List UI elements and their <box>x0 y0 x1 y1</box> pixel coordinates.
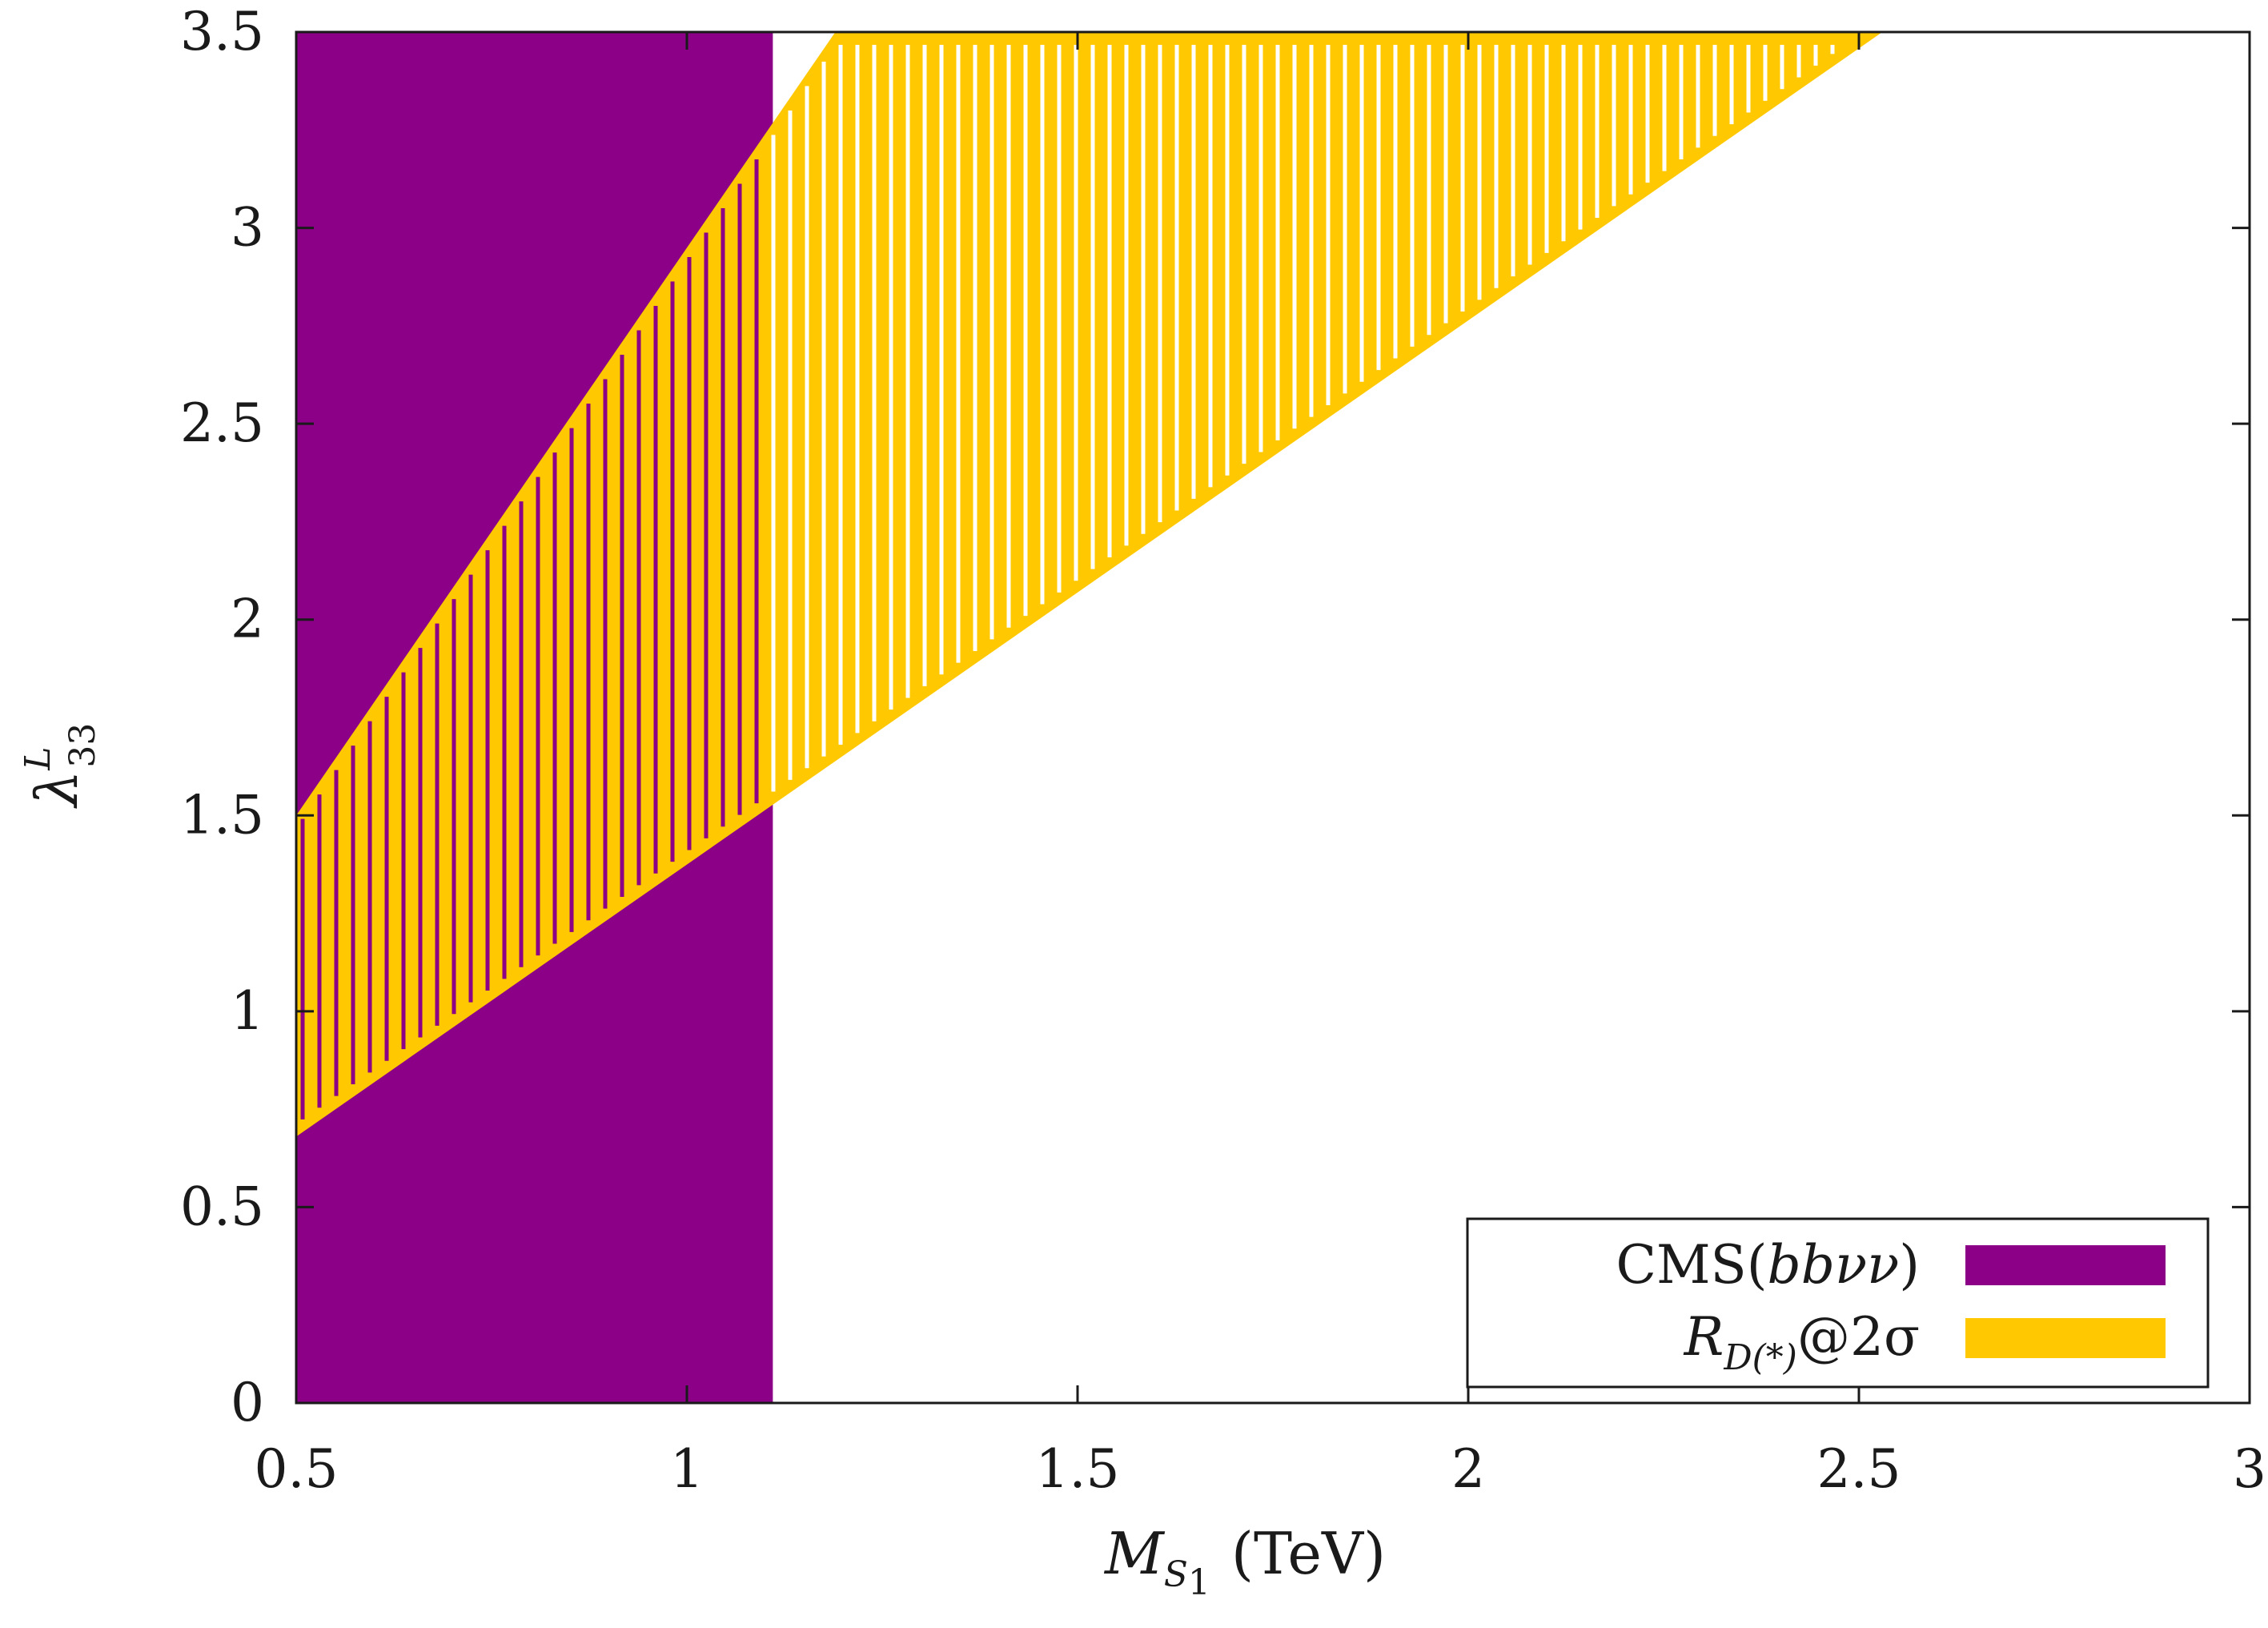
legend-cms-post: ) <box>1899 1234 1920 1296</box>
rd-allowed-band <box>296 32 1883 1137</box>
y-tick-label: 2 <box>231 589 264 650</box>
x-axis-label-subsub: 1 <box>1188 1562 1210 1603</box>
legend-label-cms: CMS(bbνν) <box>1616 1234 1920 1296</box>
x-axis: 0.5 1 1.5 2 2.5 3 <box>255 32 2266 1500</box>
y-tick-label: 0.5 <box>180 1176 264 1237</box>
legend-cms-math: bbνν <box>1768 1234 1900 1296</box>
x-axis-label-main: M <box>1103 1520 1166 1587</box>
plot-frame <box>295 30 2251 1405</box>
legend-swatch-rd <box>1965 1318 2166 1358</box>
y-axis-label: λL 33 <box>18 723 103 810</box>
x-axis-label-unit: (TeV) <box>1231 1520 1386 1587</box>
y-tick-label: 3 <box>231 197 264 259</box>
rd-band-hatching <box>300 45 1835 1120</box>
y-axis-label-sub: 33 <box>62 723 103 768</box>
x-tick-label: 3 <box>2233 1438 2266 1500</box>
legend-rd-post: @2σ <box>1797 1306 1920 1368</box>
y-tick-label: 2.5 <box>180 392 264 454</box>
x-axis-label-sub: S <box>1164 1554 1188 1595</box>
y-tick-label: 0 <box>231 1372 264 1433</box>
legend-swatch-cms <box>1965 1245 2166 1285</box>
x-tick-label: 1.5 <box>1036 1438 1120 1500</box>
x-tick-label: 0.5 <box>255 1438 339 1500</box>
y-axis-label-sup: L <box>18 747 58 771</box>
x-tick-label: 2 <box>1451 1438 1485 1500</box>
y-axis: 0 0.5 1 1.5 2 2.5 3 3.5 <box>180 1 2250 1433</box>
legend-label-rd: RD(*)@2σ <box>1684 1306 1920 1378</box>
legend-rd-main: R <box>1684 1306 1724 1368</box>
y-tick-label: 1.5 <box>180 784 264 846</box>
x-tick-label: 1 <box>670 1438 704 1500</box>
y-tick-label: 3.5 <box>180 1 264 62</box>
x-tick-label: 2.5 <box>1817 1438 1901 1500</box>
legend: CMS(bbνν) RD(*)@2σ <box>1466 1217 2210 1389</box>
y-tick-label: 1 <box>231 980 264 1042</box>
y-axis-label-main: λ <box>23 770 90 810</box>
x-axis-label: MS1 (TeV) <box>1103 1520 1386 1603</box>
legend-rd-sub: D(*) <box>1723 1337 1797 1378</box>
legend-cms-pre: CMS( <box>1616 1234 1767 1296</box>
